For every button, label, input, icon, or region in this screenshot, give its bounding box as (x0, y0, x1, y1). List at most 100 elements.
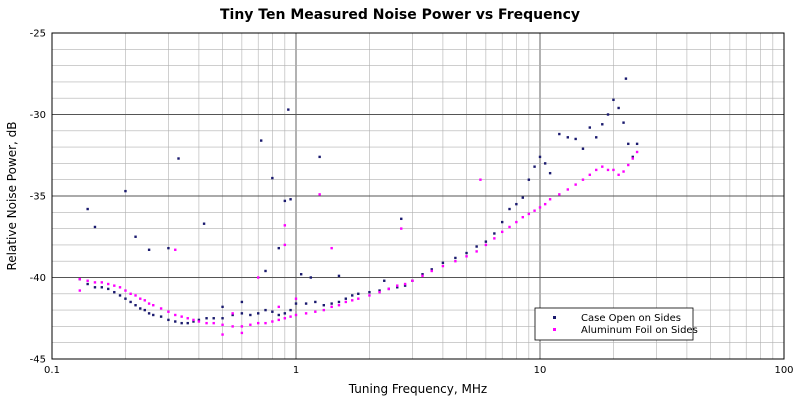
data-point (192, 320, 195, 323)
data-point (240, 331, 244, 335)
data-point (231, 313, 234, 317)
data-point (93, 281, 97, 284)
legend-box (534, 307, 694, 341)
data-point (283, 224, 287, 227)
data-point (330, 246, 333, 250)
data-point (314, 300, 317, 304)
data-point (257, 321, 260, 325)
data-point (400, 227, 403, 230)
data-point (588, 173, 592, 177)
data-point (454, 260, 457, 263)
data-point (595, 168, 598, 172)
data-point (622, 170, 625, 173)
data-point (521, 196, 524, 199)
data-point (147, 312, 151, 315)
data-point (430, 269, 433, 273)
data-point (368, 294, 371, 297)
data-point (304, 302, 308, 305)
data-point (378, 290, 381, 294)
series-0 (78, 77, 639, 325)
legend-label-case-open: Case Open on Sides (581, 313, 681, 324)
data-point (627, 142, 630, 146)
data-point (299, 273, 303, 276)
data-point (330, 305, 333, 309)
data-point (86, 279, 89, 282)
data-point (465, 255, 468, 258)
y-tick-label: -45 (30, 355, 46, 366)
data-point (129, 292, 132, 295)
data-point (202, 222, 206, 225)
data-point (441, 261, 445, 265)
data-point (186, 317, 189, 320)
data-point (543, 162, 547, 165)
data-point (100, 281, 104, 284)
data-point (558, 193, 561, 196)
data-point (606, 113, 610, 116)
data-point (93, 225, 97, 229)
data-point (143, 308, 146, 312)
x-tick-label: 1 (293, 365, 299, 376)
data-point (129, 300, 132, 304)
data-point (454, 256, 457, 260)
data-point (501, 230, 504, 234)
data-point (344, 297, 348, 300)
data-point (271, 320, 274, 323)
data-point (617, 173, 620, 177)
data-point (351, 294, 354, 297)
data-point (271, 310, 274, 313)
data-point (566, 136, 570, 139)
data-point (221, 323, 224, 326)
data-point (78, 289, 82, 292)
data-point (475, 245, 478, 248)
data-point (309, 276, 313, 279)
plot-area-border (51, 32, 785, 360)
data-point (93, 286, 97, 289)
data-point (400, 217, 403, 221)
data-point (515, 202, 518, 206)
data-point (192, 318, 195, 322)
data-point (501, 220, 504, 224)
chart-title: Tiny Ten Measured Noise Power vs Frequen… (220, 7, 580, 23)
data-point (465, 251, 468, 255)
data-point (212, 321, 215, 325)
data-point (521, 215, 524, 219)
data-point (357, 297, 360, 300)
data-point (177, 157, 180, 160)
data-point (143, 299, 146, 302)
data-point (139, 307, 142, 310)
data-point (167, 310, 170, 313)
data-point (289, 315, 292, 318)
data-point (197, 318, 201, 322)
data-point (107, 287, 110, 291)
data-point (147, 302, 151, 305)
data-point (113, 290, 116, 294)
data-point (387, 287, 390, 291)
data-point (595, 136, 598, 139)
data-point (368, 290, 371, 294)
data-point (493, 232, 496, 235)
data-point (508, 207, 511, 211)
data-point (515, 220, 518, 224)
data-point (86, 207, 89, 211)
data-point (289, 198, 292, 201)
data-point (107, 282, 110, 286)
data-point (277, 313, 280, 317)
data-point (221, 317, 224, 320)
data-point (294, 313, 298, 317)
data-point (493, 237, 496, 240)
data-point (484, 243, 488, 247)
data-point (314, 310, 317, 313)
data-point (322, 304, 326, 307)
data-point (118, 294, 122, 297)
data-point (264, 308, 267, 312)
data-point (527, 212, 531, 216)
data-point (231, 312, 234, 315)
data-point (240, 300, 244, 304)
data-point (588, 126, 592, 129)
data-point (205, 317, 208, 320)
data-point (344, 300, 348, 304)
data-point (601, 123, 604, 126)
data-point (617, 106, 620, 110)
